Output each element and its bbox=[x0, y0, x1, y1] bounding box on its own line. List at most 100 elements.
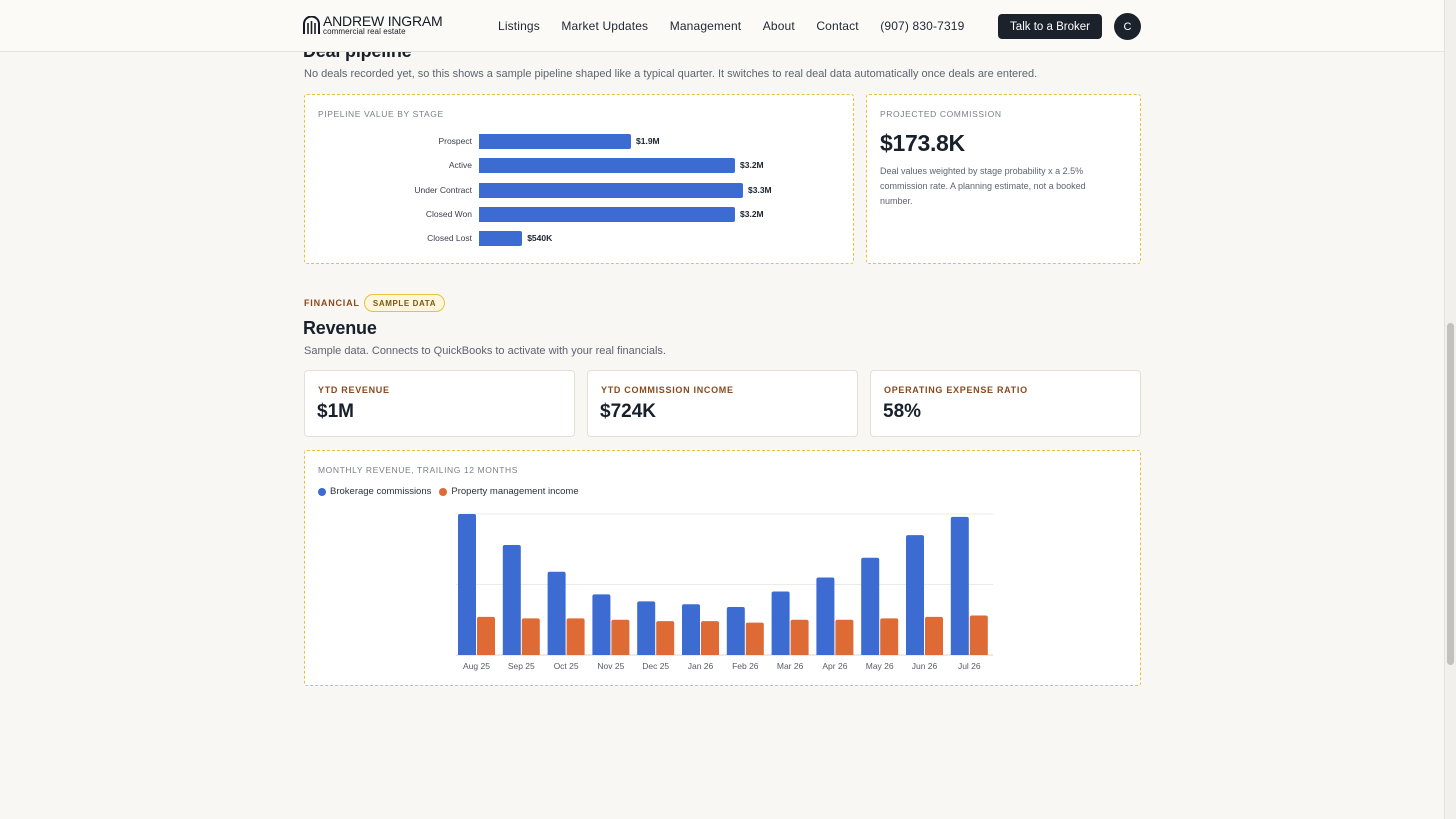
kpi-value: $1M bbox=[317, 401, 354, 422]
sample-data-badge: SAMPLE DATA bbox=[364, 294, 445, 312]
x-tick-label: Oct 25 bbox=[554, 661, 579, 671]
nav-market-updates[interactable]: Market Updates bbox=[561, 19, 649, 33]
pipeline-row: Closed Lost $540K bbox=[305, 231, 853, 247]
nav-listings[interactable]: Listings bbox=[498, 19, 540, 33]
legend-label: Brokerage commissions bbox=[330, 486, 432, 497]
x-tick-label: Jan 26 bbox=[688, 661, 714, 671]
brokerage-bar bbox=[547, 571, 566, 655]
management-bar bbox=[745, 622, 764, 655]
management-bar bbox=[790, 619, 809, 655]
x-tick-label: Jul 26 bbox=[958, 661, 981, 671]
pipeline-row: Prospect $1.9M bbox=[305, 134, 853, 149]
brokerage-bar bbox=[592, 594, 611, 655]
pipeline-row: Under Contract $3.3M bbox=[305, 182, 853, 198]
legend-label: Property management income bbox=[451, 486, 579, 497]
legend-item-management: Property management income bbox=[439, 486, 579, 497]
commission-label: PROJECTED COMMISSION bbox=[880, 109, 1002, 119]
logo-tagline: commercial real estate bbox=[323, 27, 406, 36]
stage-value-label: $3.3M bbox=[748, 184, 772, 195]
monthly-revenue-label: MONTHLY REVENUE, TRAILING 12 MONTHS bbox=[318, 465, 519, 475]
management-bar bbox=[656, 621, 675, 655]
brokerage-bar bbox=[502, 545, 521, 655]
revenue-description: Sample data. Connects to QuickBooks to a… bbox=[304, 345, 666, 357]
brokerage-bar bbox=[861, 557, 880, 655]
nav-contact[interactable]: Contact bbox=[816, 19, 859, 33]
brokerage-bar bbox=[906, 535, 924, 655]
talk-to-broker-button[interactable]: Talk to a Broker bbox=[998, 14, 1102, 39]
logo-arch-icon bbox=[303, 16, 320, 34]
pipeline-bar-chart: Prospect $1.9M Active $3.2M Under Contract $3… bbox=[305, 95, 853, 263]
management-bar bbox=[880, 618, 899, 655]
kpi-label: OPERATING EXPENSE RATIO bbox=[884, 385, 1028, 395]
brokerage-bar bbox=[682, 604, 700, 655]
x-tick-label: Feb 26 bbox=[732, 661, 759, 671]
brokerage-bar bbox=[950, 516, 969, 655]
commission-note: Deal values weighted by stage probabilit… bbox=[880, 166, 1086, 206]
stage-label: Under Contract bbox=[414, 184, 472, 195]
pipeline-chart-card: PIPELINE VALUE BY STAGE Prospect $1.9M Act… bbox=[304, 94, 854, 264]
pipeline-chart-label: PIPELINE VALUE BY STAGE bbox=[318, 109, 444, 119]
x-tick-label: Apr 26 bbox=[822, 661, 847, 671]
main-nav: Listings Market Updates Management About… bbox=[498, 19, 986, 33]
stage-bar bbox=[479, 206, 735, 222]
monthly-revenue-bar-chart: Aug 25 Sep 25 Oct 25 Nov 25 Dec 25 Jan 26 Feb … bbox=[456, 513, 993, 671]
pipeline-row: Active $3.2M bbox=[305, 158, 853, 174]
pipeline-row: Closed Won $3.2M bbox=[305, 206, 853, 222]
legend-item-brokerage: Brokerage commissions bbox=[318, 486, 431, 497]
pipeline-description: No deals recorded yet, so this shows a s… bbox=[304, 68, 1038, 80]
brand-logo[interactable]: ANDREW INGRAM commercial real estate bbox=[303, 14, 443, 36]
phone-link[interactable]: (907) 830-7319 bbox=[880, 19, 965, 33]
legend-swatch bbox=[439, 487, 448, 496]
user-avatar[interactable]: C bbox=[1114, 13, 1141, 40]
nav-about[interactable]: About bbox=[762, 19, 795, 33]
management-bar bbox=[566, 618, 585, 655]
stage-label: Active bbox=[448, 160, 472, 171]
management-bar bbox=[969, 615, 988, 655]
projected-commission-card: PROJECTED COMMISSION $173.8K Deal values… bbox=[866, 94, 1141, 264]
monthly-revenue-card: MONTHLY REVENUE, TRAILING 12 MONTHS Brok… bbox=[304, 450, 1141, 686]
logo-name: ANDREW INGRAM bbox=[323, 13, 443, 29]
x-tick-label: Dec 25 bbox=[642, 661, 669, 671]
brokerage-bar bbox=[726, 607, 745, 655]
stage-value-label: $1.9M bbox=[636, 136, 660, 146]
commission-value: $173.8K bbox=[880, 130, 965, 156]
kpi-label: YTD REVENUE bbox=[318, 385, 390, 395]
kpi-card-opex-ratio: OPERATING EXPENSE RATIO 58% bbox=[870, 370, 1141, 437]
stage-bar bbox=[479, 134, 631, 149]
stage-bar bbox=[479, 158, 735, 174]
stage-label: Prospect bbox=[438, 136, 472, 146]
stage-value-label: $540K bbox=[527, 233, 553, 244]
management-bar bbox=[521, 618, 540, 655]
x-tick-label: May 26 bbox=[866, 661, 894, 671]
brokerage-bar bbox=[458, 514, 476, 655]
management-bar bbox=[701, 621, 719, 655]
brokerage-bar bbox=[771, 591, 790, 655]
x-tick-label: Nov 25 bbox=[597, 661, 624, 671]
stage-label: Closed Won bbox=[425, 208, 472, 219]
financial-eyebrow: FINANCIAL bbox=[304, 298, 360, 308]
legend-swatch bbox=[318, 487, 326, 496]
stage-bar bbox=[479, 182, 743, 198]
management-bar bbox=[611, 619, 630, 655]
kpi-value: $724K bbox=[600, 401, 656, 422]
kpi-card-ytd-commission: YTD COMMISSION INCOME $724K bbox=[587, 370, 858, 437]
scrollbar-thumb[interactable] bbox=[1447, 323, 1454, 665]
stage-value-label: $3.2M bbox=[740, 208, 764, 219]
management-bar bbox=[835, 619, 854, 655]
stage-label: Closed Lost bbox=[427, 233, 472, 244]
top-navigation-bar: ANDREW INGRAM commercial real estate Lis… bbox=[0, 0, 1444, 52]
x-tick-label: Aug 25 bbox=[463, 661, 490, 671]
kpi-value: 58% bbox=[883, 401, 922, 422]
nav-management[interactable]: Management bbox=[669, 19, 742, 33]
stage-bar bbox=[479, 231, 523, 247]
x-tick-label: Mar 26 bbox=[777, 661, 804, 671]
kpi-card-ytd-revenue: YTD REVENUE $1M bbox=[304, 370, 575, 437]
management-bar bbox=[925, 616, 943, 655]
x-tick-label: Sep 25 bbox=[508, 661, 535, 671]
brokerage-bar bbox=[637, 601, 656, 655]
stage-value-label: $3.2M bbox=[740, 160, 764, 171]
brokerage-bar bbox=[816, 577, 835, 655]
management-bar bbox=[477, 616, 495, 655]
kpi-label: YTD COMMISSION INCOME bbox=[601, 385, 734, 395]
revenue-title: Revenue bbox=[303, 318, 377, 338]
